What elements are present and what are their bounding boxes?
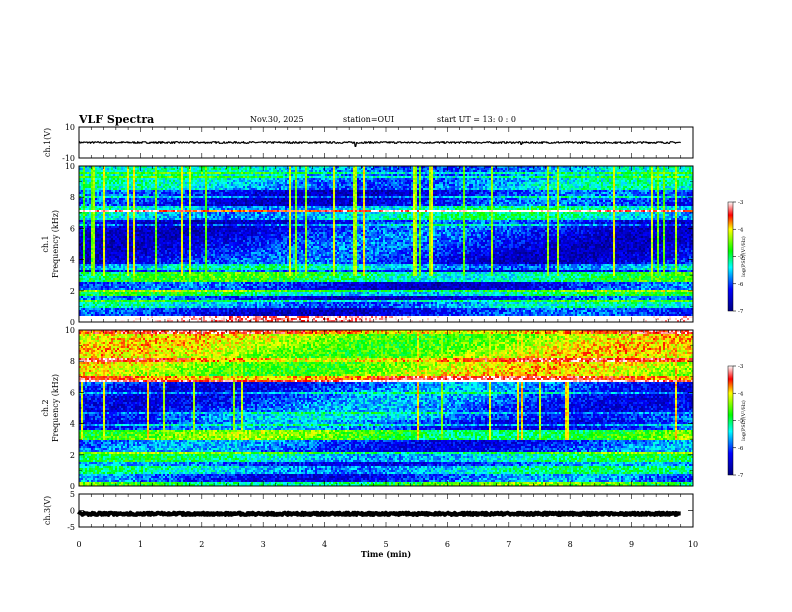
- y-tick-label: 6: [70, 388, 75, 397]
- colorbar-tick-label: -5: [738, 255, 744, 261]
- y-tick-label: -10: [62, 154, 75, 163]
- y-tick-label: 0: [70, 482, 75, 491]
- ch3-waveform-trace: [77, 510, 683, 517]
- ch2-spectrogram-ylabel-frequency: Frequency (kHz): [51, 374, 60, 442]
- colorbar-tick-label: -3: [738, 200, 744, 206]
- chart-title: VLF Spectra: [79, 113, 155, 126]
- y-tick-label: 6: [70, 224, 75, 233]
- y-tick-label: 4: [70, 256, 75, 265]
- y-tick-label: 4: [70, 420, 75, 429]
- ch1-spectrogram-ylabel-channel: ch.1: [41, 235, 50, 252]
- y-tick-label: 10: [65, 326, 75, 335]
- ch1-spectrogram-ylabel-frequency: Frequency (kHz): [51, 210, 60, 278]
- colorbar-label: log(PSD)(V²/Hz): [740, 236, 747, 277]
- y-tick-label: 10: [65, 162, 75, 171]
- x-tick-label: 1: [138, 540, 143, 549]
- start-ut-label: start UT = 13: 0 : 0: [437, 115, 516, 124]
- x-tick-label: 10: [688, 540, 698, 549]
- y-tick-label: 0: [70, 507, 75, 516]
- colorbar-tick-label: -7: [738, 473, 744, 479]
- colorbar-tick-label: -5: [738, 419, 744, 425]
- colorbar-tick-label: -6: [738, 446, 744, 452]
- x-tick-label: 9: [629, 540, 634, 549]
- y-tick-label: -5: [67, 523, 75, 532]
- y-tick-label: 2: [70, 451, 75, 460]
- x-tick-label: 3: [261, 540, 266, 549]
- ch1-spectrogram-image: [79, 166, 693, 322]
- ch1-spectrogram-colorbar: [727, 201, 734, 312]
- y-tick-label: 8: [70, 193, 75, 202]
- colorbar-tick-label: -6: [738, 282, 744, 288]
- date-label: Nov.30, 2025: [250, 115, 304, 124]
- y-tick-label: 2: [70, 287, 75, 296]
- colorbar-label: log(PSD)(V²/Hz): [740, 400, 747, 441]
- x-tick-label: 0: [76, 540, 81, 549]
- y-tick-label: 5: [70, 490, 75, 499]
- x-tick-label: 6: [445, 540, 450, 549]
- ch2-spectrogram-colorbar: [727, 365, 734, 476]
- x-tick-label: 7: [506, 540, 511, 549]
- y-tick-label: 8: [70, 357, 75, 366]
- x-tick-label: 4: [322, 540, 327, 549]
- colorbar-tick-label: -7: [738, 309, 744, 315]
- ch2-spectrogram-ylabel-channel: ch.2: [41, 399, 50, 416]
- colorbar-tick-label: -3: [738, 364, 744, 370]
- colorbar-tick-label: -4: [738, 391, 744, 397]
- x-tick-label: 2: [199, 540, 204, 549]
- x-tick-label: 8: [568, 540, 573, 549]
- ch2-spectrogram-image: [79, 330, 693, 486]
- colorbar-tick-label: -4: [738, 227, 744, 233]
- x-axis-label: Time (min): [361, 549, 411, 559]
- y-tick-label: 0: [70, 318, 75, 327]
- y-tick-label: 10: [65, 123, 75, 132]
- ch1-waveform-trace: [78, 141, 682, 147]
- station-label: station=OUI: [343, 115, 394, 124]
- ch1-waveform-ylabel: ch.1(V): [43, 128, 52, 157]
- x-tick-label: 5: [383, 540, 388, 549]
- ch3-waveform-ylabel: ch.3(V): [43, 496, 52, 525]
